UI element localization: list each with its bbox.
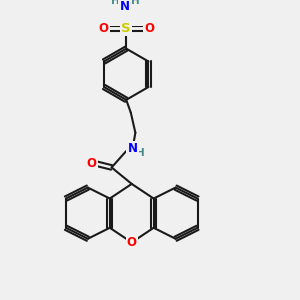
- Text: H: H: [136, 148, 144, 158]
- Text: O: O: [86, 157, 97, 170]
- Text: N: N: [128, 142, 138, 155]
- Text: N: N: [119, 0, 129, 13]
- Text: O: O: [98, 22, 108, 35]
- Text: H: H: [111, 0, 120, 6]
- Text: O: O: [144, 22, 154, 35]
- Text: O: O: [127, 236, 137, 249]
- Text: H: H: [131, 0, 140, 6]
- Text: S: S: [122, 22, 131, 35]
